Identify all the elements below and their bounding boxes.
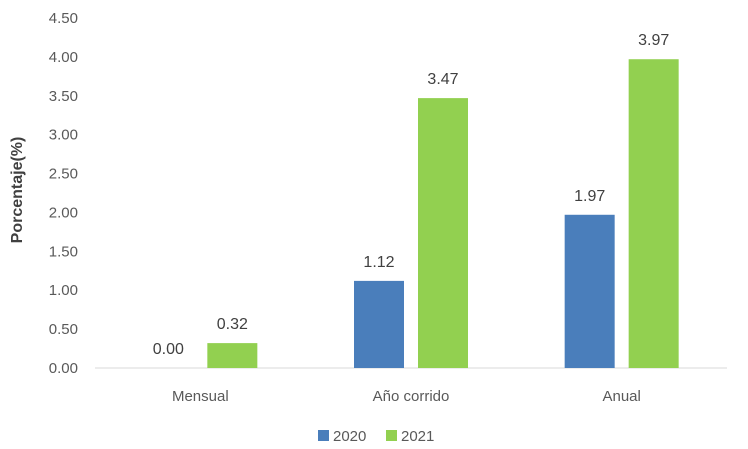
- y-tick-label: 4.00: [49, 49, 78, 66]
- data-label: 0.32: [217, 316, 248, 333]
- bar-2021-0: [207, 343, 258, 368]
- data-labels-group: 0.00 0.32 1.12 3.47 1.97 3.97: [153, 32, 670, 358]
- x-category-label: Año corrido: [373, 388, 450, 405]
- y-tick-label: 2.50: [49, 166, 78, 183]
- y-tick-label: 4.50: [49, 10, 78, 27]
- legend: 2020 2021: [318, 428, 434, 445]
- y-axis: 0.00 0.50 1.00 1.50 2.00 2.50 3.00 3.50 4.00 4.50: [49, 10, 78, 377]
- bars-group: [207, 59, 679, 368]
- data-label: 1.97: [574, 188, 605, 205]
- legend-label: 2020: [333, 428, 366, 445]
- x-axis: Mensual Año corrido Anual: [172, 388, 641, 405]
- data-label: 3.97: [638, 32, 669, 49]
- bar-2020-1: [354, 280, 404, 368]
- y-tick-label: 2.00: [49, 204, 78, 221]
- y-tick-label: 3.50: [49, 88, 78, 105]
- data-label: 1.12: [363, 254, 394, 271]
- x-category-label: Mensual: [172, 388, 229, 405]
- legend-swatch: [386, 430, 397, 441]
- y-tick-label: 0.50: [49, 321, 78, 338]
- y-tick-label: 0.00: [49, 360, 78, 377]
- bar-2020-2: [564, 214, 615, 368]
- bar-2021-1: [418, 98, 468, 368]
- data-label: 3.47: [427, 71, 458, 88]
- y-axis-title: Porcentaje(%): [9, 137, 26, 244]
- y-tick-label: 3.00: [49, 127, 78, 144]
- x-category-label: Anual: [602, 388, 640, 405]
- data-label: 0.00: [153, 341, 184, 358]
- y-tick-label: 1.00: [49, 282, 78, 299]
- legend-label: 2021: [401, 428, 434, 445]
- y-tick-label: 1.50: [49, 243, 78, 260]
- bar-2021-2: [628, 59, 679, 368]
- legend-swatch: [318, 430, 329, 441]
